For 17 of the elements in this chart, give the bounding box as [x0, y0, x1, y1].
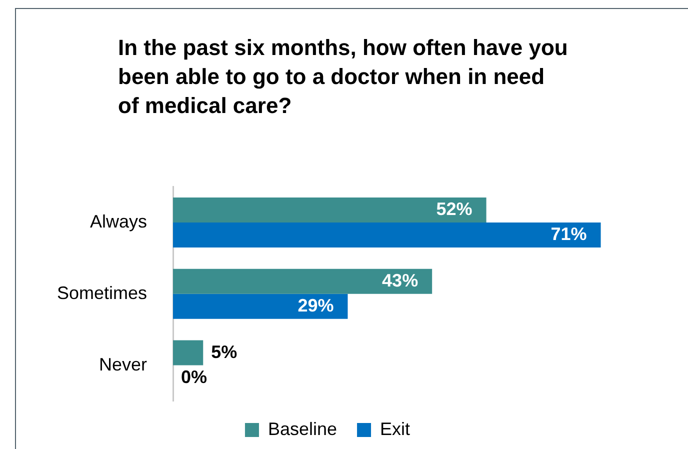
data-label: 5% — [211, 342, 238, 362]
bar — [173, 340, 204, 366]
data-label: 52% — [436, 198, 472, 219]
y-tick-label: Sometimes — [56, 282, 147, 303]
y-tick-label: Never — [98, 354, 148, 374]
legend-label: Exit — [380, 418, 410, 439]
data-label: 71% — [550, 224, 587, 244]
bar — [173, 294, 348, 319]
chart-title: In the past six months, how often have you been able to go to a doctor when in need of medical care? — [118, 34, 568, 120]
data-label: 43% — [382, 270, 418, 290]
data-label: 29% — [298, 295, 334, 316]
bar — [173, 222, 601, 248]
bar — [173, 198, 486, 222]
data-label: 0% — [181, 366, 208, 387]
y-tick-label: Always — [90, 211, 147, 232]
bar — [173, 268, 432, 294]
legend-label: Baseline — [268, 418, 338, 439]
